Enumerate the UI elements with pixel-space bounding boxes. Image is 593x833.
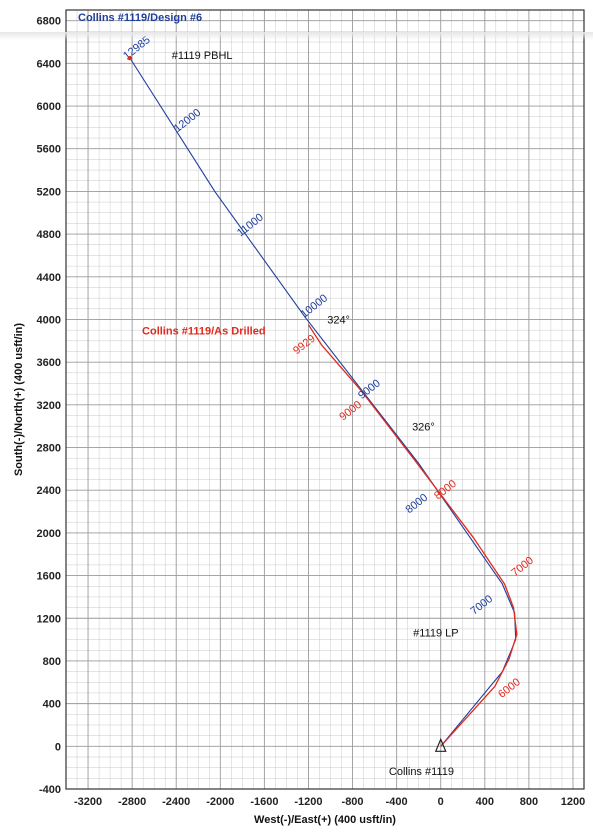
x-tick-label: -800 xyxy=(342,796,364,808)
y-tick-label: 6400 xyxy=(37,58,61,70)
y-tick-label: 1200 xyxy=(37,613,61,625)
y-tick-label: 6000 xyxy=(37,101,61,113)
y-tick-label: 800 xyxy=(43,656,61,668)
x-tick-label: 400 xyxy=(476,796,494,808)
annotation-label: #1119 LP xyxy=(413,627,458,639)
y-tick-label: 3600 xyxy=(37,357,61,369)
legend-design-series: Collins #1119/Design #6 xyxy=(78,12,202,24)
y-tick-label: 5200 xyxy=(37,186,61,198)
y-tick-label: 4000 xyxy=(37,314,61,326)
y-tick-label: 6800 xyxy=(37,16,61,28)
x-tick-label: 1200 xyxy=(561,796,585,808)
x-axis-title: West(-)/East(+) (400 usft/in) xyxy=(254,814,396,826)
y-tick-label: 0 xyxy=(55,741,61,753)
y-tick-label: 4800 xyxy=(37,229,61,241)
y-tick-label: 2000 xyxy=(37,528,61,540)
y-axis-title: South(-)/North(+) (400 usft/in) xyxy=(13,323,25,476)
x-tick-label: -2800 xyxy=(118,796,146,808)
x-tick-label: -400 xyxy=(386,796,408,808)
y-tick-label: 2400 xyxy=(37,485,61,497)
annotation-label: 324° xyxy=(327,315,350,327)
annotation-label: #1119 PBHL xyxy=(172,50,233,62)
annotation-label: 326° xyxy=(412,421,435,433)
x-tick-label: 800 xyxy=(520,796,538,808)
as-drilled-series-name: Collins #1119/As Drilled xyxy=(142,325,266,337)
pbhl-marker xyxy=(128,56,132,60)
x-tick-label: -1600 xyxy=(250,796,278,808)
y-tick-label: 1600 xyxy=(37,571,61,583)
x-tick-label: -3200 xyxy=(74,796,102,808)
y-tick-label: 2800 xyxy=(37,443,61,455)
y-tick-label: 400 xyxy=(43,699,61,711)
y-tick-label: -400 xyxy=(39,784,61,796)
y-tick-label: 3200 xyxy=(37,400,61,412)
x-tick-label: -1200 xyxy=(294,796,322,808)
x-tick-label: -2000 xyxy=(206,796,234,808)
x-tick-label: 0 xyxy=(438,796,444,808)
annotation-label: Collins #1119 xyxy=(389,766,454,778)
x-tick-label: -2400 xyxy=(162,796,190,808)
y-tick-label: 5600 xyxy=(37,144,61,156)
y-tick-label: 4400 xyxy=(37,272,61,284)
